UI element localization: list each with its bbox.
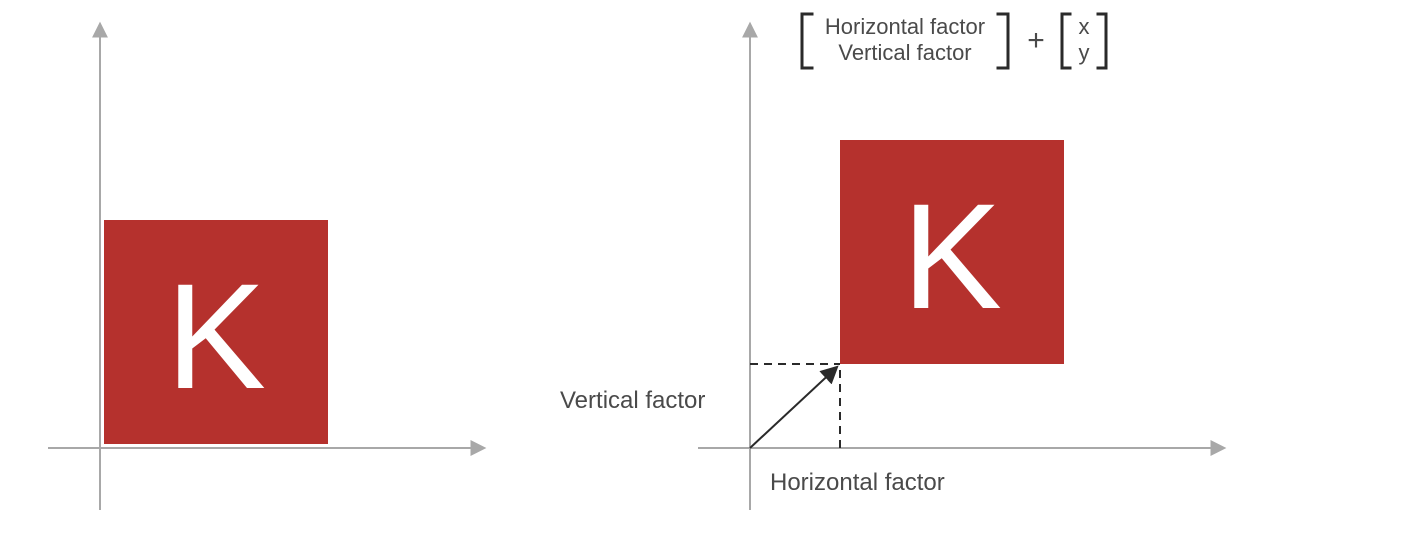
formula: Horizontal factor Vertical factor + x y: [802, 14, 1106, 68]
diagram-svg: K K Vertical factor Horizontal factor Ho…: [0, 0, 1418, 544]
translation-arrow: [750, 368, 836, 448]
formula-plus: +: [1027, 24, 1045, 57]
horizontal-factor-label: Horizontal factor: [770, 469, 945, 496]
right-plot: K Vertical factor Horizontal factor Hori…: [560, 14, 1220, 510]
diagram-stage: K K Vertical factor Horizontal factor Ho…: [0, 0, 1418, 544]
left-plot: K: [48, 28, 480, 510]
bracket-right-big: [998, 14, 1008, 68]
formula-m1-line1: Horizontal factor: [825, 14, 985, 39]
right-letter-k: K: [902, 172, 1002, 340]
formula-m2-line2: y: [1079, 40, 1090, 65]
bracket-left-small: [1062, 14, 1070, 68]
vertical-factor-label: Vertical factor: [560, 387, 705, 414]
bracket-right-small: [1098, 14, 1106, 68]
formula-m1-line2: Vertical factor: [838, 40, 971, 65]
left-letter-k: K: [166, 252, 266, 420]
formula-m2-line1: x: [1079, 14, 1090, 39]
bracket-left-big: [802, 14, 812, 68]
